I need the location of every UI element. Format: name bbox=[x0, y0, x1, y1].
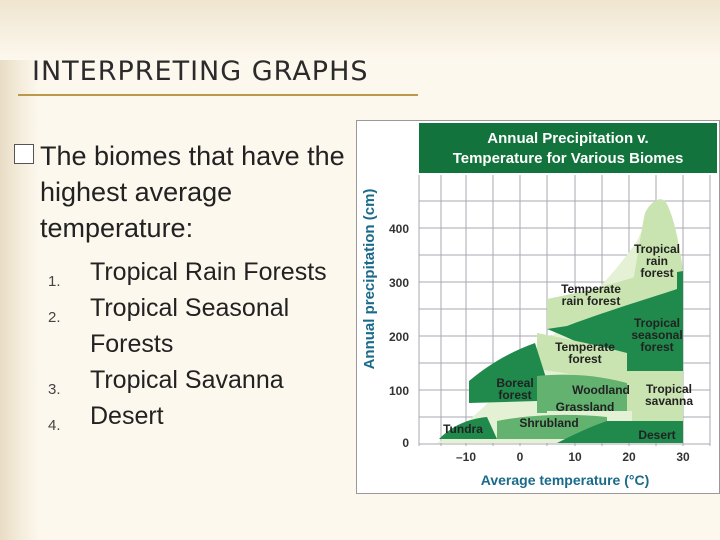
biome-label-temperate-forest: Temperate forest bbox=[555, 340, 615, 366]
list-item: 4. Desert bbox=[48, 398, 350, 434]
tropical-savanna-region bbox=[627, 371, 683, 421]
y-tick-label: 300 bbox=[389, 276, 409, 290]
y-tick-label: 200 bbox=[389, 330, 409, 344]
title-underline bbox=[18, 94, 418, 96]
biome-label-desert: Desert bbox=[638, 428, 675, 442]
background-top-gradient bbox=[0, 0, 720, 60]
biome-label-tropical-seasonal-forest: Tropical seasonal forest bbox=[631, 316, 682, 354]
list-number: 1. bbox=[48, 273, 61, 290]
list-number: 4. bbox=[48, 417, 61, 434]
y-tick-label: 400 bbox=[389, 222, 409, 236]
woodland-region bbox=[537, 374, 627, 413]
figure-header bbox=[419, 123, 717, 173]
biome-label-tropical-rain-forest: Tropical rain forest bbox=[634, 242, 680, 280]
list-item-text: Desert bbox=[90, 402, 164, 430]
y-tick-label: 0 bbox=[402, 436, 409, 450]
temperate-forest-region bbox=[537, 333, 627, 383]
figure-title-line1: Annual Precipitation v. bbox=[487, 130, 648, 147]
desert-region bbox=[557, 421, 683, 443]
biome-label-grassland: Grassland bbox=[556, 400, 615, 414]
square-bullet-icon bbox=[14, 144, 34, 164]
biome-label-tundra: Tundra bbox=[443, 422, 483, 436]
list-item-text: Tropical Rain Forests bbox=[90, 258, 327, 286]
bullet-text: The biomes that have the highest average… bbox=[40, 141, 345, 243]
x-tick-label: 30 bbox=[676, 450, 690, 464]
y-axis-label: Annual precipitation (cm) bbox=[361, 189, 378, 370]
x-tick-label: 10 bbox=[568, 450, 582, 464]
biome-label-boreal-forest: Boreal forest bbox=[496, 376, 533, 402]
y-tick-label: 100 bbox=[389, 384, 409, 398]
temperate-rain-forest-region bbox=[547, 269, 677, 329]
figure-title-line2: Temperature for Various Biomes bbox=[453, 150, 684, 167]
x-tick-label: 0 bbox=[517, 450, 524, 464]
background-left-gradient bbox=[0, 0, 40, 540]
slide-title: INTERPRETING GRAPHS bbox=[32, 56, 369, 87]
biome-label-woodland: Woodland bbox=[572, 383, 630, 397]
list-item: 1. Tropical Rain Forests bbox=[48, 254, 350, 290]
biome-label-temperate-rain-forest: Temperate rain forest bbox=[561, 282, 621, 308]
biome-diagram: Annual Precipitation v. Temperature for … bbox=[361, 123, 717, 488]
biome-list: 1. Tropical Rain Forests 2. Tropical Sea… bbox=[48, 254, 350, 434]
tundra-region bbox=[439, 417, 497, 439]
boreal-forest-region bbox=[469, 343, 547, 403]
list-number: 2. bbox=[48, 309, 61, 326]
x-tick-label: 20 bbox=[622, 450, 636, 464]
biome-figure: Annual Precipitation v. Temperature for … bbox=[356, 120, 720, 494]
list-item-text: Tropical Seasonal Forests bbox=[90, 294, 290, 358]
list-item-text: Tropical Savanna bbox=[90, 366, 284, 394]
x-axis-label: Average temperature (°C) bbox=[481, 472, 649, 488]
list-item: 3. Tropical Savanna bbox=[48, 362, 350, 398]
x-tick-label: –10 bbox=[456, 450, 476, 464]
list-number: 3. bbox=[48, 381, 61, 398]
biome-label-tropical-savanna: Tropical savanna bbox=[645, 382, 693, 408]
list-item: 2. Tropical Seasonal Forests bbox=[48, 290, 350, 362]
biome-label-shrubland: Shrubland bbox=[519, 416, 578, 430]
